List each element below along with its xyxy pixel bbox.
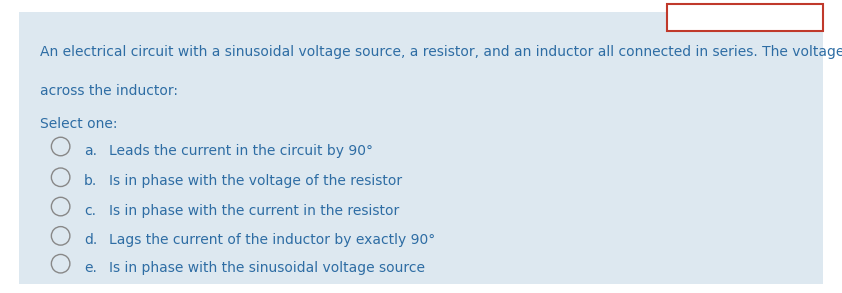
- Text: An electrical circuit with a sinusoidal voltage source, a resistor, and an induc: An electrical circuit with a sinusoidal …: [40, 45, 842, 59]
- Text: across the inductor:: across the inductor:: [40, 84, 179, 98]
- Text: Lags the current of the inductor by exactly 90°: Lags the current of the inductor by exac…: [109, 233, 435, 247]
- Text: b.: b.: [84, 174, 98, 188]
- Text: Is in phase with the sinusoidal voltage source: Is in phase with the sinusoidal voltage …: [109, 261, 425, 275]
- Text: e.: e.: [84, 261, 97, 275]
- Text: a.: a.: [84, 144, 97, 158]
- Text: Select one:: Select one:: [40, 117, 118, 131]
- Text: Is in phase with the voltage of the resistor: Is in phase with the voltage of the resi…: [109, 174, 402, 188]
- Text: Leads the current in the circuit by 90°: Leads the current in the circuit by 90°: [109, 144, 374, 158]
- Text: d.: d.: [84, 233, 98, 247]
- Text: Is in phase with the current in the resistor: Is in phase with the current in the resi…: [109, 204, 400, 218]
- Text: c.: c.: [84, 204, 96, 218]
